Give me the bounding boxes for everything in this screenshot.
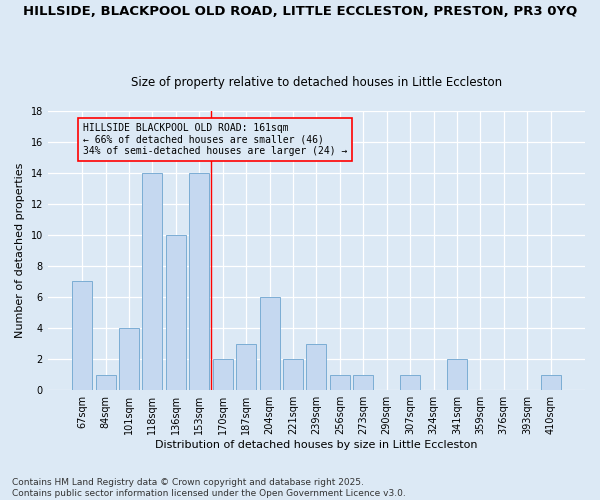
Bar bbox=[447, 359, 467, 390]
Bar bbox=[190, 172, 209, 390]
Bar bbox=[307, 344, 326, 390]
Bar bbox=[400, 374, 420, 390]
Text: HILLSIDE BLACKPOOL OLD ROAD: 161sqm
← 66% of detached houses are smaller (46)
34: HILLSIDE BLACKPOOL OLD ROAD: 161sqm ← 66… bbox=[83, 123, 347, 156]
X-axis label: Distribution of detached houses by size in Little Eccleston: Distribution of detached houses by size … bbox=[155, 440, 478, 450]
Bar bbox=[541, 374, 560, 390]
Bar bbox=[72, 282, 92, 390]
Text: HILLSIDE, BLACKPOOL OLD ROAD, LITTLE ECCLESTON, PRESTON, PR3 0YQ: HILLSIDE, BLACKPOOL OLD ROAD, LITTLE ECC… bbox=[23, 5, 577, 18]
Bar bbox=[119, 328, 139, 390]
Bar bbox=[260, 297, 280, 390]
Bar bbox=[213, 359, 233, 390]
Bar bbox=[330, 374, 350, 390]
Title: Size of property relative to detached houses in Little Eccleston: Size of property relative to detached ho… bbox=[131, 76, 502, 88]
Bar bbox=[166, 235, 186, 390]
Y-axis label: Number of detached properties: Number of detached properties bbox=[15, 162, 25, 338]
Bar bbox=[353, 374, 373, 390]
Bar bbox=[236, 344, 256, 390]
Bar bbox=[283, 359, 303, 390]
Bar bbox=[95, 374, 116, 390]
Text: Contains HM Land Registry data © Crown copyright and database right 2025.
Contai: Contains HM Land Registry data © Crown c… bbox=[12, 478, 406, 498]
Bar bbox=[142, 172, 163, 390]
